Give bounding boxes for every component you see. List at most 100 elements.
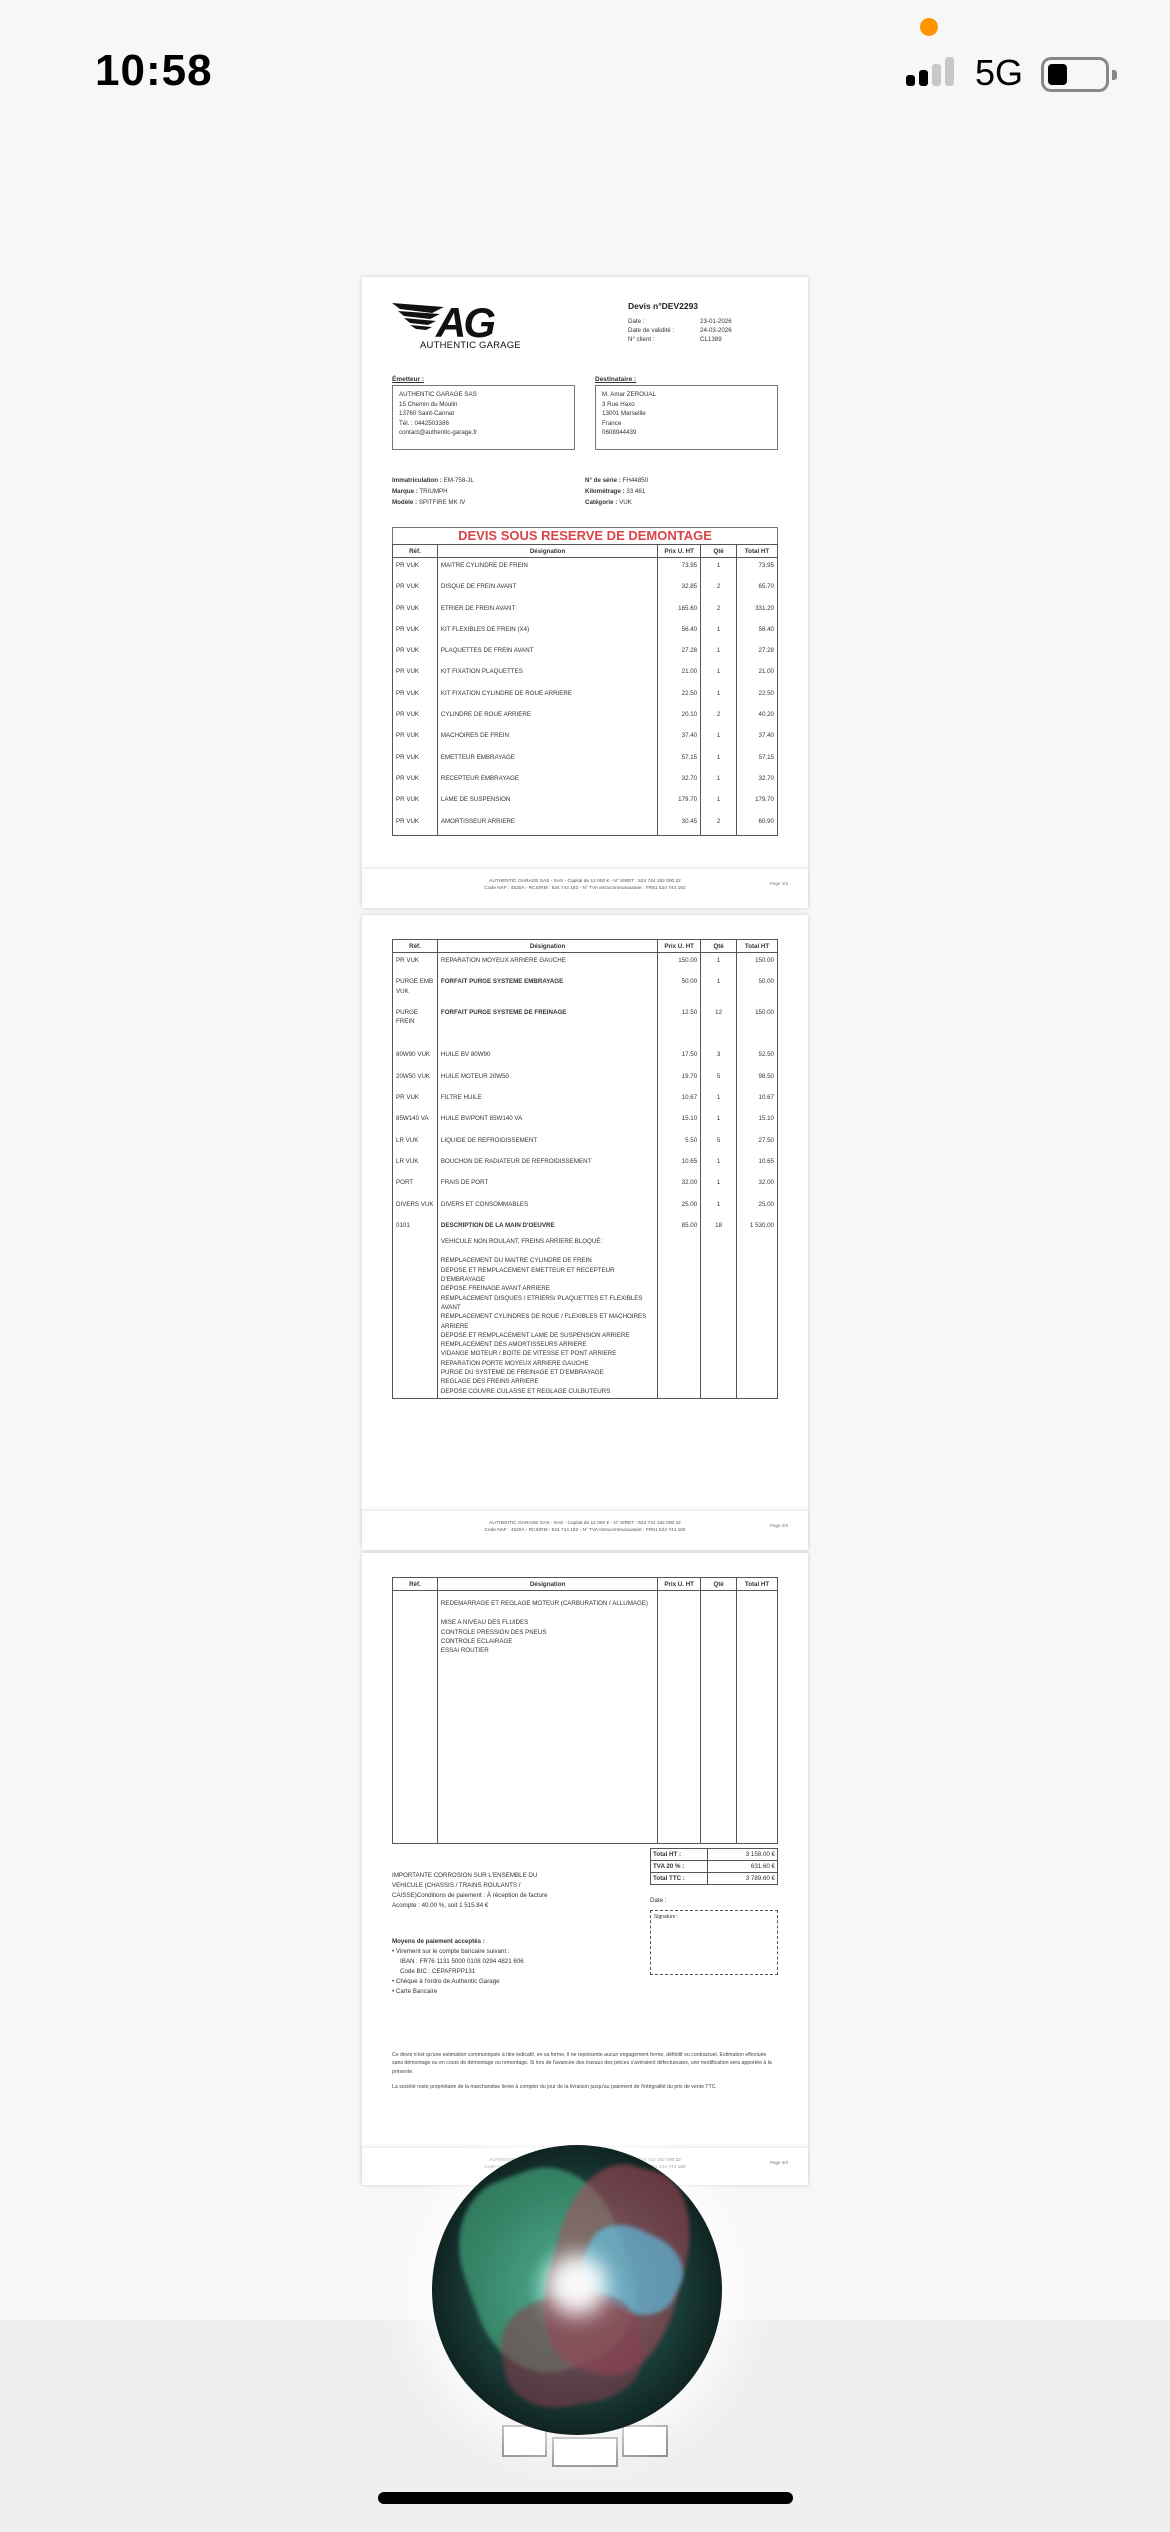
table-row: PR VUK ETRIER DE FREIN AVANT 165.60 2 331.20 [392, 600, 778, 622]
issuer-label: Émetteur : [392, 376, 425, 383]
qty-cell: 2 [700, 707, 738, 729]
items-table-page-1: Réf. Désignation Prix U. HT Qté Total HT PR … [392, 544, 778, 836]
labour-line: REMPLACEMENT CYLINDRES DE ROUE / FLEXIBL… [440, 1313, 647, 1330]
vehicle-field-value: TRIUMPH [419, 488, 448, 496]
ref-cell: LR VUK [392, 1132, 438, 1154]
unit-price-cell: 37.40 [657, 728, 702, 750]
vehicle-field-label: N° de série : [585, 477, 621, 484]
meta-row: Date de validité : 24-03-2026 [628, 327, 768, 336]
document-page-1: AG AUTHENTIC GARAGE Devis n°DEV2293 Date… [362, 277, 808, 908]
meta-label: Date de validité : [628, 326, 675, 334]
signature-box[interactable]: Signature : [650, 1910, 778, 1975]
home-indicator[interactable] [378, 2492, 793, 2504]
unit-price-cell: 10.67 [657, 1090, 702, 1112]
vehicle-field-label: Immatriculation : [392, 477, 442, 484]
siri-orb-icon[interactable] [432, 2145, 722, 2435]
qty-cell: 1 [700, 1153, 738, 1176]
table-row-labour: 0101 DESCRIPTION DE LA MAIN D'OEUVRE VEHIC… [392, 1217, 778, 1399]
vehicle-info-left: Immatriculation : EM-758-JL Marque : TRIU… [392, 475, 474, 508]
designation-cell: RECEPTEUR EMBRAYAGE [436, 770, 659, 793]
price-cell: 85.00 [657, 1217, 702, 1399]
quote-meta: Date : 23-01-2026 Date de validité : 24-03-… [628, 318, 768, 345]
labour-intro: VEHICULE NON ROULANT, FREINS ARRIERE BLO… [440, 1238, 603, 1246]
total-cell: 150.00 [736, 952, 778, 975]
qty-cell: 1 [700, 1090, 738, 1112]
payment-method: Carte Bancaire [392, 1987, 524, 1997]
unit-price-cell: 73.95 [657, 557, 702, 580]
table-row: PR VUK KIT FIXATION CYLINDRE DE ROUE ARRI… [392, 685, 778, 708]
vehicle-field-value: SPITFIRE MK IV [418, 499, 466, 507]
labour-line: REGLAGE DES FREINS ARRIERE [440, 1378, 539, 1386]
ref-cell: LR VUK [392, 1153, 438, 1176]
labour-line: REPARATION PORTE MOYEUX ARRIERE GAUCHE [440, 1359, 589, 1367]
total-cell: 52.50 [736, 1047, 778, 1069]
page-thumbnail-2[interactable] [552, 2437, 618, 2467]
page-number: Page 2/3 [769, 1523, 788, 1528]
totals-label: Total HT : [650, 1848, 708, 1861]
designation-cell: CYLINDRE DE ROUE ARRIERE [436, 707, 659, 729]
labour-line: DEPOSE COUVRE CULASSE ET REGLAGE CULBUTE… [440, 1387, 611, 1395]
labour-line: MISE A NIVEAU DES FLUIDES [440, 1619, 529, 1627]
column-header: Réf. [392, 1577, 438, 1591]
table-row: PR VUK EMETTEUR EMBRAYAGE 57.15 1 57.15 [392, 749, 778, 771]
vehicle-field-label: Catégorie : [585, 499, 618, 507]
meta-value: 23-01-2026 [700, 318, 732, 325]
ref-cell: PR VUK [392, 600, 438, 622]
table-row: PR VUK MACHOIRES DE FREIN 37.40 1 37.40 [392, 728, 778, 750]
labour-line: DEPOSE ET REMPLACEMENT LAME DE SUSPENSIO… [440, 1331, 630, 1339]
vehicle-field-value: 33 461 [626, 488, 646, 496]
ref-cell: 20W50 VUK [392, 1068, 438, 1091]
meta-label: Date : [628, 318, 645, 325]
designation-cell: KIT FLEXIBLES DE FREIN (X4) [436, 621, 659, 644]
labour-line: DEPOSE ET REMPLACEMENT EMETTEUR ET RECEP… [440, 1266, 615, 1284]
payment-method: IBAN : FR76 1131 5000 0108 0294 4821 606 [400, 1957, 524, 1965]
qty-cell: 1 [700, 664, 738, 686]
items-table-page-3: Réf. Désignation Prix U. HT Qté Total HT RED… [392, 1577, 778, 1844]
unit-price-cell: 179.70 [657, 792, 702, 814]
document-page-3: Réf. Désignation Prix U. HT Qté Total HT RED… [362, 1553, 808, 2185]
totals-row: Total TTC :3 789.60 € [650, 1872, 778, 1885]
table-header: Réf. Désignation Prix U. HT Qté Total HT [392, 1577, 778, 1591]
unit-price-cell: 57.15 [657, 749, 702, 771]
table-header: Réf. Désignation Prix U. HT Qté Total HT [392, 544, 778, 558]
designation-cell: FILTRE HUILE [436, 1090, 659, 1112]
table-row: LR VUK LIQUIDE DE REFROIDISSEMENT 5.50 5 27.… [392, 1132, 778, 1154]
table-row: DIVERS VUK DIVERS ET CONSOMMABLES 25.00 1 25… [392, 1196, 778, 1218]
unit-price-cell: 165.60 [657, 600, 702, 622]
table-row: PR VUK FILTRE HUILE 10.67 1 10.67 [392, 1090, 778, 1112]
footer-line: AUTHENTIC GARAGE SAS - SAS - Capital de … [489, 879, 681, 884]
column-header: Désignation [436, 1577, 659, 1591]
designation-cell: HUILE MOTEUR 20W50 [436, 1068, 659, 1091]
document-page-2: Réf. Désignation Prix U. HT Qté Total HT PR … [362, 915, 808, 1550]
total-cell: 73.95 [736, 557, 778, 580]
unit-price-cell: 19.70 [657, 1068, 702, 1091]
designation-cell: MACHOIRES DE FREIN [436, 728, 659, 750]
column-header: Qté [700, 544, 738, 558]
vehicle-field-label: Marque : [392, 488, 418, 496]
ref-cell: PURGE FREIN [392, 1004, 438, 1048]
page-thumbnail-3[interactable] [622, 2425, 668, 2457]
meta-label: N° client : [628, 335, 655, 343]
column-header: Qté [700, 1577, 738, 1591]
designation-cell: BOUCHON DE RADIATEUR DE REFROIDISSEMENT [436, 1153, 659, 1176]
address-line: Tél. : 0442503386 [399, 419, 449, 427]
designation-cell: DISQUE DE FREIN AVANT [436, 579, 659, 601]
total-cell: 1 530.00 [736, 1217, 778, 1399]
vehicle-field-value: EM-758-JL [443, 477, 474, 484]
vehicle-field-label: Kilométrage : [585, 488, 625, 496]
page-footer: AUTHENTIC GARAGE SAS - SAS - Capital de … [362, 1510, 808, 1548]
table-row: PURGE EMB VUK FORFAIT PURGE SYSTEME EMBRA… [392, 974, 778, 1005]
labour-line: PURGE DU SYSTEME DE FREINAGE ET D'EMBRAY… [440, 1369, 604, 1377]
logo-name: AUTHENTIC GARAGE [420, 340, 521, 351]
qty-cell: 12 [700, 1004, 738, 1048]
labour-line: REMPLACEMENT DU MAITRE CYLINDRE DE FREIN [440, 1257, 592, 1265]
footer-line: Code NAF : 4520A - RCS/RM : 524 744 182 … [484, 1528, 686, 1534]
table-header: Réf. Désignation Prix U. HT Qté Total HT [392, 939, 778, 953]
unit-price-cell: 32.00 [657, 1175, 702, 1197]
column-header: Total HT [736, 544, 778, 558]
designation-cell: FRAIS DE PORT [436, 1175, 659, 1197]
qty-cell: 1 [700, 1111, 738, 1133]
unit-price-cell: 32.85 [657, 579, 702, 601]
designation-cell: LAME DE SUSPENSION [436, 792, 659, 814]
vehicle-field: Marque : TRIUMPH [392, 486, 474, 497]
